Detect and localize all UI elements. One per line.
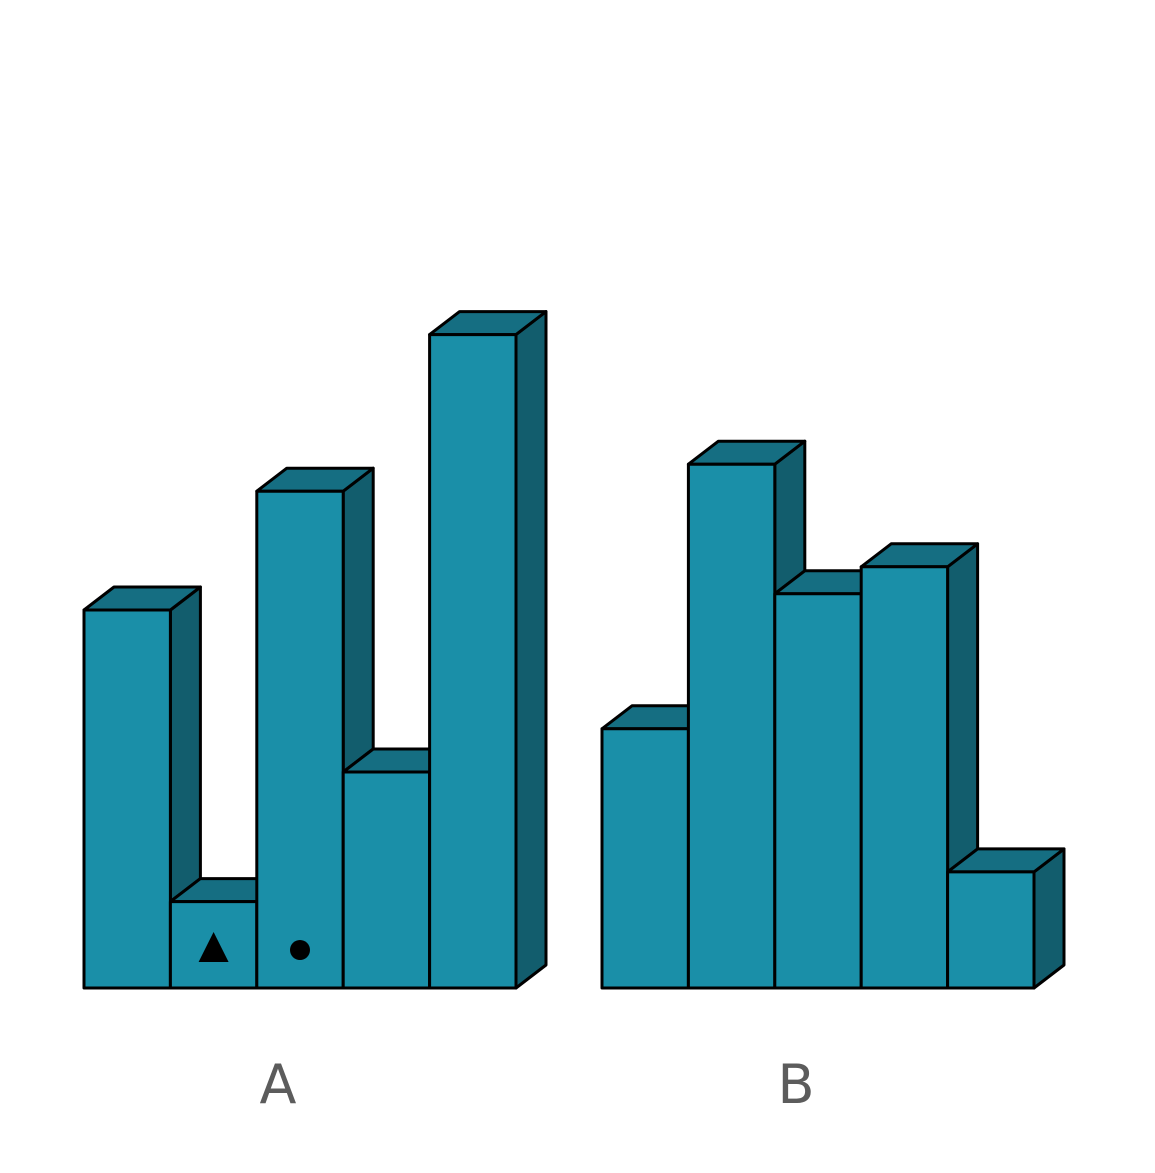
group-label-a: A xyxy=(259,1053,297,1116)
circle-marker-icon xyxy=(290,940,310,960)
column-front-face-a-5 xyxy=(428,333,518,990)
column-front-face-a-1 xyxy=(82,608,172,990)
column-side-face-a-3 xyxy=(341,466,375,774)
column-side-face-a-5 xyxy=(514,310,548,990)
column-side-face-a-1 xyxy=(168,585,202,904)
column-front-face-b-3 xyxy=(773,592,863,990)
triangle-marker-icon xyxy=(198,932,229,962)
column-side-face-b-2 xyxy=(773,439,807,596)
block-group-b xyxy=(600,439,1066,990)
column-front-face-b-4 xyxy=(859,565,950,990)
block-group-a xyxy=(82,310,548,990)
column-front-face-b-1 xyxy=(600,727,690,990)
column-front-face-b-2 xyxy=(686,462,777,990)
column-front-face-a-4 xyxy=(341,770,432,990)
column-side-face-b-4 xyxy=(946,542,980,874)
column-front-face-b-5 xyxy=(946,870,1036,990)
group-label-b: B xyxy=(777,1053,815,1116)
column-front-face-a-3 xyxy=(255,489,345,990)
